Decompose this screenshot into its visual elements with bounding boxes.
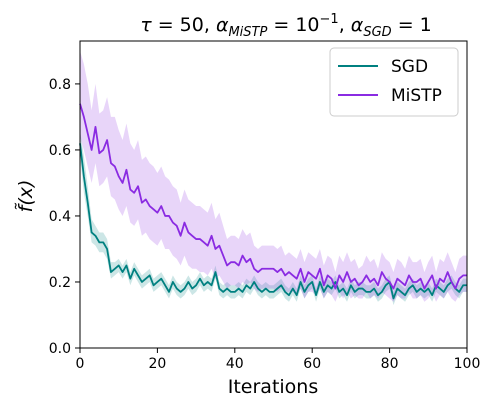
legend-label-mistp: MiSTP — [391, 86, 442, 106]
x-tick-label: 100 — [454, 356, 481, 372]
x-tick-label: 40 — [226, 356, 244, 372]
y-tick-label: 0.4 — [49, 209, 71, 225]
legend: SGD MiSTP — [330, 48, 458, 116]
x-axis: 0 20 40 60 80 100 — [76, 348, 481, 372]
y-axis-label: f̃(x) — [15, 180, 37, 213]
legend-label-sgd: SGD — [391, 57, 428, 77]
y-tick-label: 0.6 — [49, 143, 71, 159]
x-tick-label: 80 — [381, 356, 399, 372]
x-tick-label: 0 — [76, 356, 85, 372]
y-tick-label: 0.8 — [49, 77, 71, 93]
y-axis: 0.0 0.2 0.4 0.6 0.8 — [49, 77, 80, 357]
y-tick-label: 0.0 — [49, 341, 71, 357]
y-tick-label: 0.2 — [49, 275, 71, 291]
x-tick-label: 20 — [148, 356, 166, 372]
chart-title: τ = 50, αMiSTP = 10−1, αSGD = 1 — [140, 12, 432, 40]
x-tick-label: 60 — [303, 356, 321, 372]
x-axis-label: Iterations — [228, 376, 319, 398]
